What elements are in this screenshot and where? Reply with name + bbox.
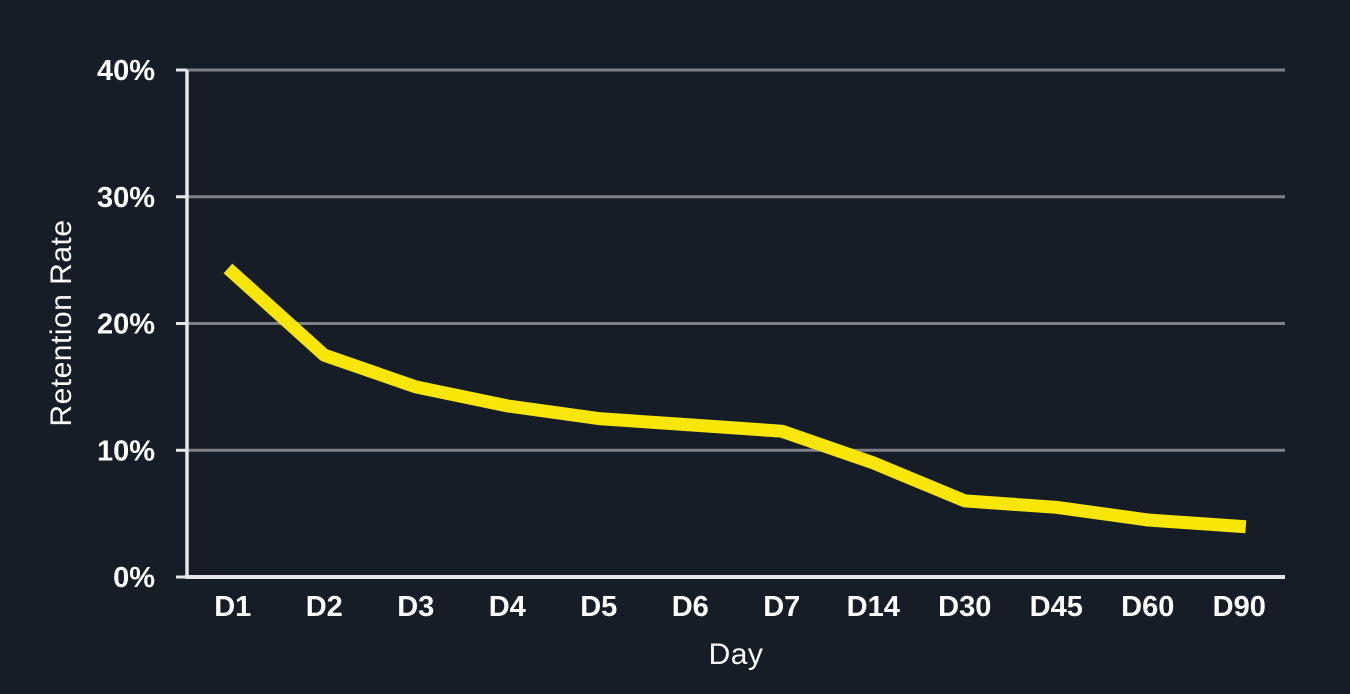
x-tick-label-D2: D2 <box>306 591 343 623</box>
y-axis-title: Retention Rate <box>45 219 78 427</box>
x-tick-label-D90: D90 <box>1213 591 1266 623</box>
x-tick-label-D14: D14 <box>847 591 900 623</box>
x-tick-label-D4: D4 <box>489 591 526 623</box>
x-tick-label-D5: D5 <box>580 591 617 623</box>
x-tick-label-D60: D60 <box>1121 591 1174 623</box>
x-tick-label-D6: D6 <box>672 591 709 623</box>
y-tick-label-40: 40% <box>97 55 155 87</box>
y-tick-label-20: 20% <box>97 309 155 341</box>
x-tick-label-D1: D1 <box>214 591 251 623</box>
x-tick-label-D3: D3 <box>397 591 434 623</box>
x-tick-label-D45: D45 <box>1030 591 1083 623</box>
y-tick-label-10: 10% <box>97 435 155 467</box>
retention-line-series <box>223 263 1247 534</box>
x-axis-title: Day <box>708 638 764 671</box>
y-tick-label-30: 30% <box>97 182 155 214</box>
x-tick-label-D30: D30 <box>938 591 991 623</box>
y-tick-label-0: 0% <box>113 562 155 594</box>
x-tick-label-D7: D7 <box>763 591 800 623</box>
